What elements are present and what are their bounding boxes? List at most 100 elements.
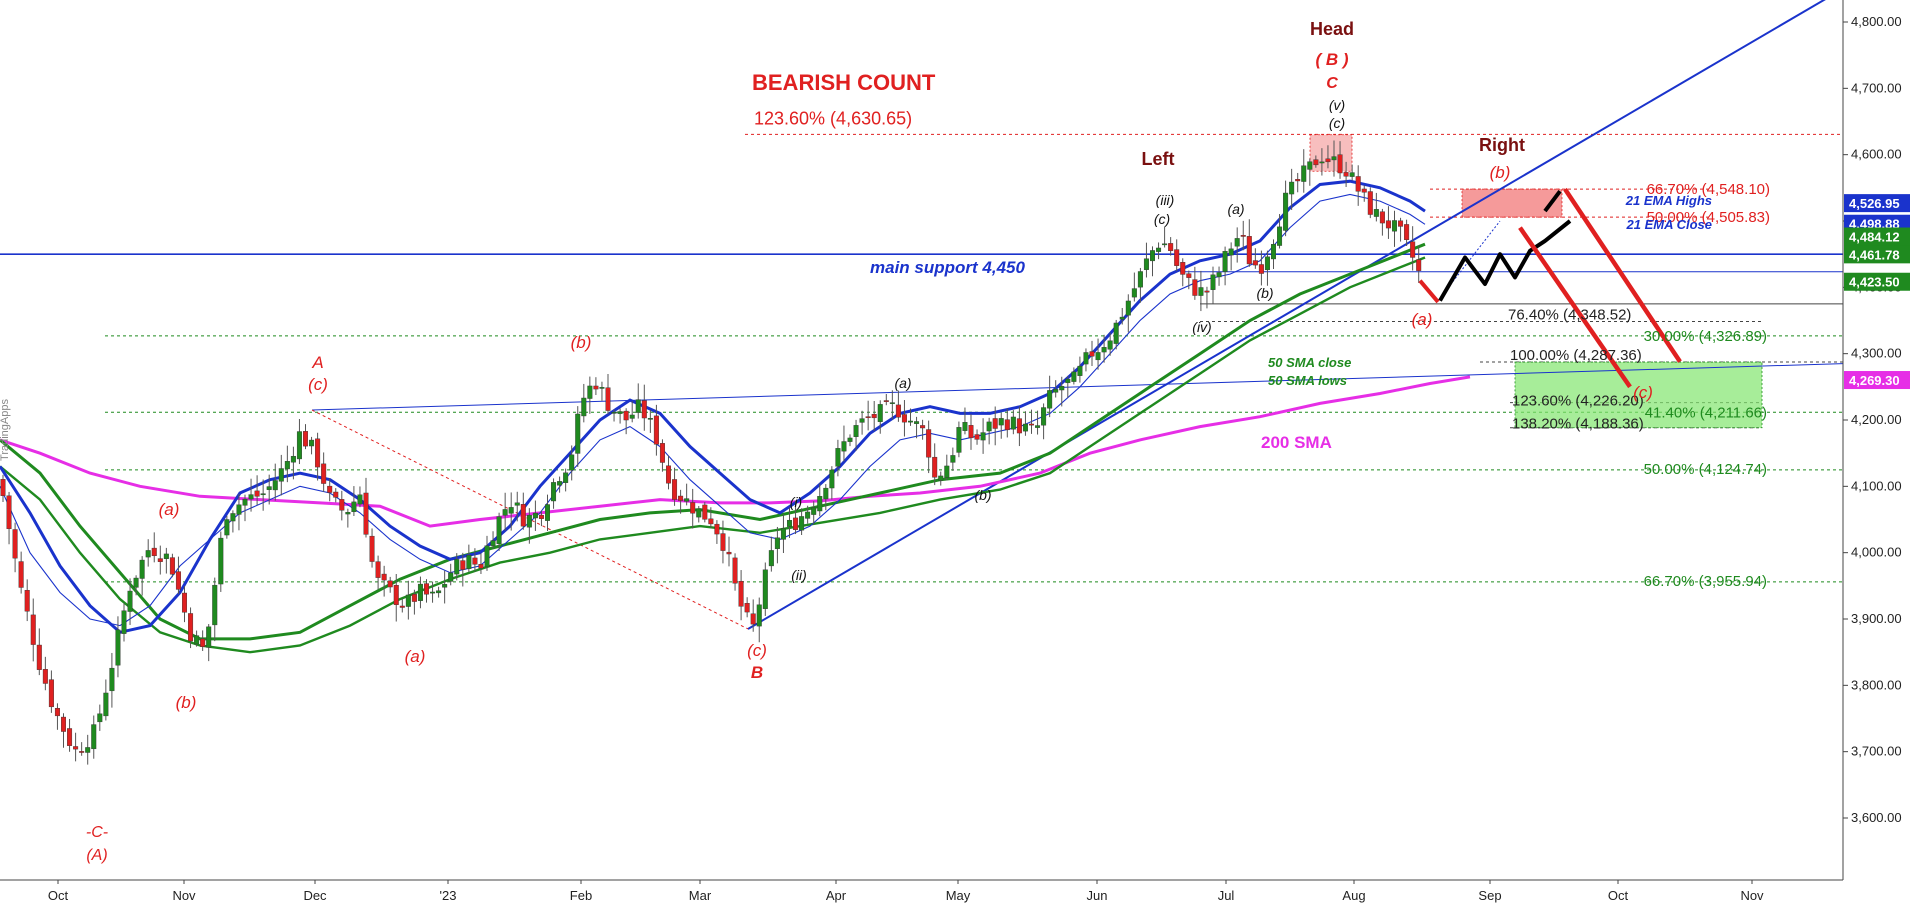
candle-body — [811, 507, 817, 515]
price-badge — [1844, 272, 1910, 291]
candle-body — [950, 455, 956, 463]
projection-red-c2 — [1518, 226, 1632, 389]
neckline — [311, 363, 1844, 411]
label-c-low: -C- — [86, 824, 108, 841]
candle-body — [1210, 274, 1216, 290]
candle-body — [514, 502, 520, 506]
fib-label: 123.60% (4,630.65) — [754, 108, 912, 128]
candle-body — [339, 499, 345, 511]
candle-body — [284, 460, 290, 470]
label-aug-a: (a) — [1412, 310, 1433, 329]
candle-body — [823, 487, 829, 500]
candle-body — [732, 557, 738, 584]
candle-body — [254, 490, 260, 497]
candle-body — [768, 550, 774, 567]
rising-trendline — [747, 0, 1826, 630]
trendlines — [0, 0, 1844, 630]
candle-body — [563, 472, 569, 483]
candle-body — [1028, 423, 1034, 426]
projection-black — [1438, 219, 1572, 302]
target-zone — [1514, 361, 1763, 429]
candle-body — [1295, 179, 1301, 182]
y-tick-label: 4,200.00 — [1851, 412, 1902, 427]
candles — [0, 140, 1422, 765]
label-right: Right — [1479, 135, 1525, 155]
candle-body — [744, 603, 750, 613]
candle-body — [472, 557, 478, 565]
label-big-a: A — [311, 353, 323, 372]
candle-body — [121, 610, 127, 634]
fib-label: 123.60% (4,226.20) — [1512, 393, 1644, 410]
candle-body — [1125, 300, 1131, 316]
label-ii: (ii) — [791, 567, 807, 583]
candle-body — [133, 577, 139, 588]
fib-label: 41.40% (4,211.66) — [1645, 404, 1767, 421]
candle-body — [18, 561, 24, 588]
candle-body — [1410, 241, 1416, 258]
candle-body — [242, 498, 248, 506]
candle-body — [145, 550, 151, 558]
x-tick-label: Apr — [826, 888, 847, 903]
y-tick-label: 4,300.00 — [1851, 346, 1902, 361]
candle-body — [659, 443, 665, 463]
candle-body — [762, 569, 768, 609]
candle-body — [817, 496, 823, 512]
candle-body — [230, 513, 236, 522]
candle-body — [1204, 290, 1210, 293]
candle-body — [200, 638, 206, 647]
candle-body — [375, 561, 381, 578]
fib-label: 50.00% (4,505.83) — [1647, 209, 1770, 226]
candle-body — [799, 516, 805, 531]
candle-body — [908, 420, 914, 423]
candle-body — [1234, 238, 1240, 247]
candle-body — [303, 431, 309, 447]
fib-label: 66.70% (4,548.10) — [1647, 181, 1770, 198]
price-badge-label: 4,526.95 — [1849, 196, 1900, 211]
candle-body — [805, 511, 811, 519]
candle-body — [1264, 256, 1270, 271]
candle-body — [520, 504, 526, 527]
candle-body — [720, 533, 726, 551]
price-badge — [1844, 227, 1910, 246]
x-tick-label: Feb — [570, 888, 592, 903]
candle-body — [496, 516, 502, 544]
candle-body — [726, 551, 732, 555]
candle-body — [387, 580, 393, 588]
label-feb-b: (b) — [571, 333, 592, 352]
candle-body — [260, 493, 266, 496]
candle-body — [1379, 211, 1385, 224]
x-tick-label: Nov — [1740, 888, 1764, 903]
candle-body — [841, 441, 847, 452]
candle-body — [1404, 224, 1410, 241]
label-i: (i) — [790, 494, 802, 510]
candle-body — [920, 425, 926, 429]
label-big-b: B — [751, 663, 763, 682]
candle-body — [647, 418, 653, 420]
candle-body — [1228, 248, 1234, 256]
candle-body — [629, 414, 635, 419]
candle-body — [1319, 161, 1325, 164]
candle-body — [436, 590, 442, 594]
label-dec-c: (c) — [308, 375, 328, 394]
candle-body — [1174, 249, 1180, 266]
candle-body — [1053, 389, 1059, 393]
candle-body — [1385, 220, 1391, 229]
candle-body — [454, 559, 460, 575]
label-iv: (iv) — [1192, 319, 1211, 335]
candle-body — [206, 626, 212, 648]
candle-body — [79, 751, 85, 753]
candle-body — [1059, 386, 1065, 391]
candle-body — [1047, 390, 1053, 409]
candle-body — [944, 465, 950, 478]
candle-body — [1162, 243, 1168, 246]
candle-body — [865, 416, 871, 419]
label-big-b-paren: ( B ) — [1315, 50, 1348, 69]
candle-body — [73, 746, 79, 750]
candle-body — [236, 504, 242, 515]
candle-body — [296, 431, 302, 460]
candle-body — [526, 514, 532, 528]
head-zone — [1309, 134, 1353, 172]
candle-body — [321, 463, 327, 484]
candle-body — [54, 707, 60, 717]
